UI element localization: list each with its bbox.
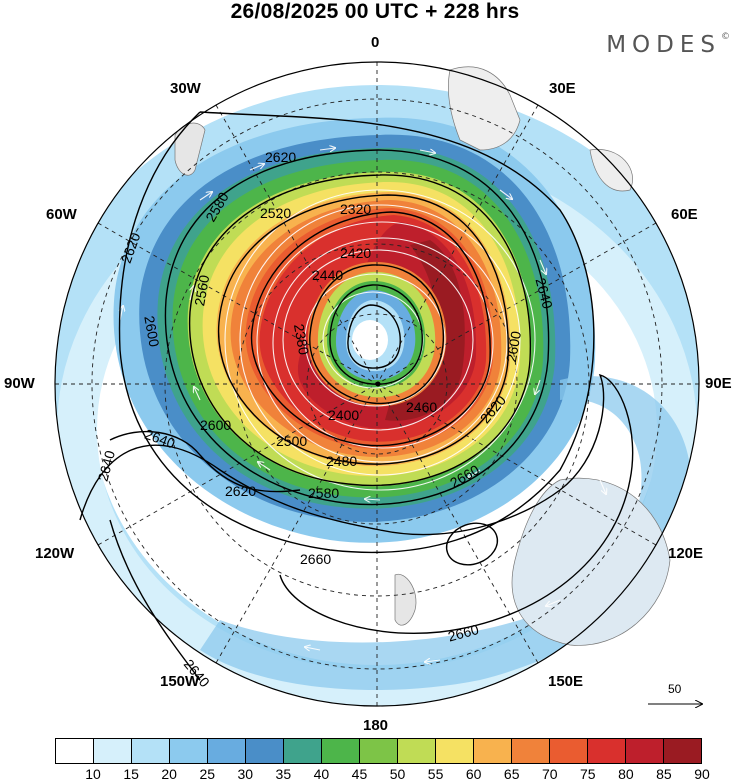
contour-label-2460: 2460 xyxy=(406,399,437,415)
colorbar-swatch xyxy=(170,739,208,763)
colorbar-tick-label: 70 xyxy=(541,766,558,782)
streamlines xyxy=(120,148,606,662)
colorbar-swatch xyxy=(132,739,170,763)
colorbar-swatch xyxy=(360,739,398,763)
contour-label-2600c: 2600 xyxy=(503,330,524,364)
chart-title: 26/08/2025 00 UTC + 228 hrs xyxy=(230,0,520,23)
colorbar-tick-label: 65 xyxy=(503,766,520,782)
colorbar-tick-label: 10 xyxy=(85,766,101,782)
colorbar-swatch xyxy=(94,739,132,763)
colorbar-swatch xyxy=(550,739,588,763)
colorbar-swatch xyxy=(626,739,664,763)
colorbar-tick-label: 60 xyxy=(465,766,482,782)
pole-marker xyxy=(375,381,381,387)
contour-label-2420: 2420 xyxy=(340,245,371,261)
contour-label-2400: 2400 xyxy=(328,407,359,423)
polar-map: 2320 2520 2620 2580 2420 2440 2380 2400 … xyxy=(54,61,750,735)
contour-label-2480: 2480 xyxy=(326,453,357,469)
contour-label-2600: 2600 xyxy=(200,417,231,433)
lon-label-0: 0 xyxy=(371,34,380,51)
colorbar-tick-label: 25 xyxy=(199,766,216,782)
nz-land xyxy=(394,573,417,626)
east-land xyxy=(589,149,633,192)
colorbar-swatch xyxy=(512,739,550,763)
colorbar-tick-label: 90 xyxy=(694,766,710,782)
colorbar-swatch xyxy=(56,739,94,763)
colorbar-tick-label: 80 xyxy=(618,766,634,782)
contour-label-2640d: 2640 xyxy=(532,276,556,310)
contour-label-2440: 2440 xyxy=(312,267,343,283)
lon-label-150e: 150E xyxy=(548,673,584,690)
lon-label-180: 180 xyxy=(363,717,389,734)
band-90 xyxy=(385,240,465,421)
contour-label-2620: 2620 xyxy=(265,149,296,165)
lon-label-60w: 60W xyxy=(46,206,77,223)
modes-logo: MODES© xyxy=(606,32,730,58)
colorbar-tick-label: 40 xyxy=(313,766,330,782)
contour-label-2660b: 2660 xyxy=(300,551,331,567)
colorbar-swatch xyxy=(588,739,626,763)
colorbar-tick-label: 20 xyxy=(161,766,177,782)
contour-label-2640b: 2640 xyxy=(95,449,119,483)
colorbar-tick-label: 85 xyxy=(656,766,672,782)
colorbar-swatch xyxy=(474,739,512,763)
colorbar xyxy=(55,738,702,764)
contour-label-2500: 2500 xyxy=(276,433,307,449)
colorbar-swatch xyxy=(664,739,701,763)
colorbar-tick-label: 50 xyxy=(389,766,406,782)
colorbar-swatch xyxy=(398,739,436,763)
lon-label-90w: 90W xyxy=(4,375,35,392)
colorbar-tick-label: 15 xyxy=(123,766,139,782)
contour-label-2600b: 2600 xyxy=(141,315,162,349)
colorbar-swatch xyxy=(436,739,474,763)
contour-label-2660c: 2660 xyxy=(446,621,480,645)
lon-label-30e: 30E xyxy=(549,80,576,97)
contour-label-2620b: 2620 xyxy=(225,483,256,499)
antarctic-peninsula-land xyxy=(447,66,521,151)
contour-label-2520: 2520 xyxy=(260,205,291,221)
lon-label-120w: 120W xyxy=(35,545,75,562)
colorbar-tick-label: 55 xyxy=(427,766,444,782)
lon-label-120e: 120E xyxy=(668,545,704,562)
reference-vector-label: 50 xyxy=(668,682,682,696)
contour-label-2380: 2380 xyxy=(291,323,312,357)
contour-label-2320: 2320 xyxy=(340,201,371,217)
lon-label-30w: 30W xyxy=(170,80,201,97)
globe-boundary xyxy=(54,61,700,707)
colorbar-tick-label: 75 xyxy=(580,766,596,782)
colorbar-swatch xyxy=(322,739,360,763)
height-contours xyxy=(79,111,634,681)
contour-labels: 2320 2520 2620 2580 2420 2440 2380 2400 … xyxy=(95,149,557,690)
colorbar-swatch xyxy=(246,739,284,763)
lon-label-60e: 60E xyxy=(671,206,698,223)
colorbar-swatch xyxy=(284,739,322,763)
colorbar-tick-label: 35 xyxy=(275,766,292,782)
colorbar-tick-label: 45 xyxy=(351,766,368,782)
lon-label-90e: 90E xyxy=(705,375,732,392)
contour-label-2560: 2560 xyxy=(191,274,212,308)
colorbar-tick-label: 30 xyxy=(237,766,254,782)
colorbar-swatch xyxy=(208,739,246,763)
lon-label-150w: 150W xyxy=(160,673,200,690)
contour-label-2580b: 2580 xyxy=(308,485,339,501)
